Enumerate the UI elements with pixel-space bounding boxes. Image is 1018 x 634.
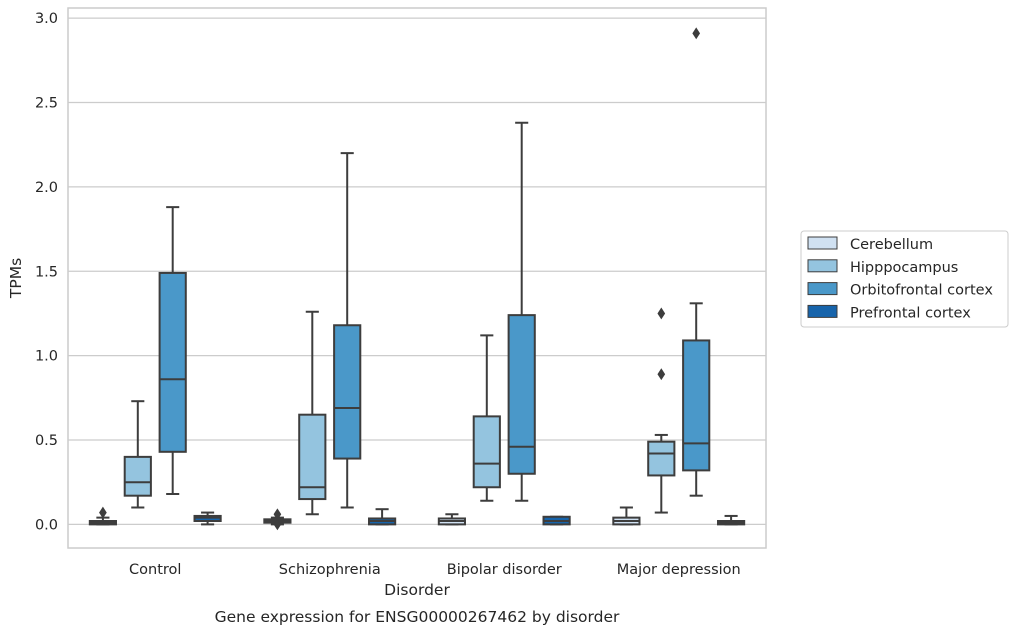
x-tick-labels: Control Schizophrenia Bipolar disorder Majo… — [129, 562, 741, 578]
x-tick-label: Major depression — [617, 562, 741, 578]
legend-swatch — [807, 259, 838, 273]
box-body — [333, 324, 362, 460]
x-tick-label: Control — [129, 562, 181, 578]
x-tick-label: Bipolar disorder — [447, 562, 562, 578]
box-3-0 — [193, 511, 222, 526]
legend-label: Cerebellum — [850, 237, 933, 253]
box-0-1 — [263, 508, 292, 531]
legend-item: Prefrontal cortex — [807, 304, 971, 321]
legend-swatch — [807, 282, 838, 296]
box-0-0 — [88, 506, 117, 526]
y-axis-label: TPMs — [7, 258, 25, 299]
box-1-1 — [298, 310, 327, 516]
legend-label: Prefrontal cortex — [850, 305, 971, 321]
box-body — [123, 455, 152, 497]
box-0-3 — [612, 506, 641, 526]
outlier-point — [99, 506, 107, 519]
y-tick-label: 2.0 — [35, 180, 58, 196]
x-tick-label: Schizophrenia — [279, 562, 381, 578]
box-2-3 — [682, 27, 711, 497]
legend-item: Orbitofrontal cortex — [807, 282, 993, 299]
box-body — [472, 415, 501, 489]
x-axis-label: Disorder — [384, 581, 450, 599]
box-2-2 — [507, 121, 536, 502]
legend: Cerebellum Hipppocampus Orbitofrontal cort… — [800, 230, 1009, 328]
y-tick-label: 1.5 — [35, 264, 58, 280]
y-tick-label: 3.0 — [35, 11, 58, 27]
box-1-0 — [123, 400, 152, 509]
box-body — [158, 271, 187, 453]
y-tick-label: 0.0 — [35, 517, 58, 533]
outlier-point — [273, 518, 282, 531]
box-2-0 — [158, 206, 187, 495]
boxes — [88, 27, 746, 531]
legend-item: Cerebellum — [807, 236, 933, 253]
box-3-1 — [368, 508, 397, 526]
box-body — [507, 314, 536, 475]
outlier-point — [692, 27, 701, 40]
legend-label: Hipppocampus — [850, 260, 958, 276]
chart-caption: Gene expression for ENSG00000267462 by d… — [215, 608, 620, 626]
plot-frame — [67, 7, 767, 549]
box-body — [298, 413, 327, 501]
box-3-3 — [717, 514, 746, 526]
box-body — [647, 440, 676, 477]
box-body — [682, 339, 711, 472]
y-tick-label: 2.5 — [35, 96, 58, 112]
legend-label: Orbitofrontal cortex — [850, 283, 993, 299]
y-tick-labels: 0.0 0.5 1.0 1.5 2.0 2.5 3.0 — [35, 11, 58, 533]
box-3-2 — [542, 515, 571, 526]
legend-swatch — [807, 304, 838, 318]
box-2-1 — [333, 152, 362, 509]
y-tick-label: 1.0 — [35, 349, 58, 365]
legend-item: Hipppocampus — [807, 259, 958, 276]
outlier-point — [657, 307, 666, 320]
box-1-2 — [472, 334, 501, 502]
box-1-3 — [647, 307, 676, 514]
y-tick-label: 0.5 — [35, 433, 58, 449]
outlier-point — [657, 368, 666, 381]
legend-swatch — [807, 236, 838, 250]
box-0-2 — [437, 513, 466, 526]
legend-frame — [800, 230, 1009, 328]
